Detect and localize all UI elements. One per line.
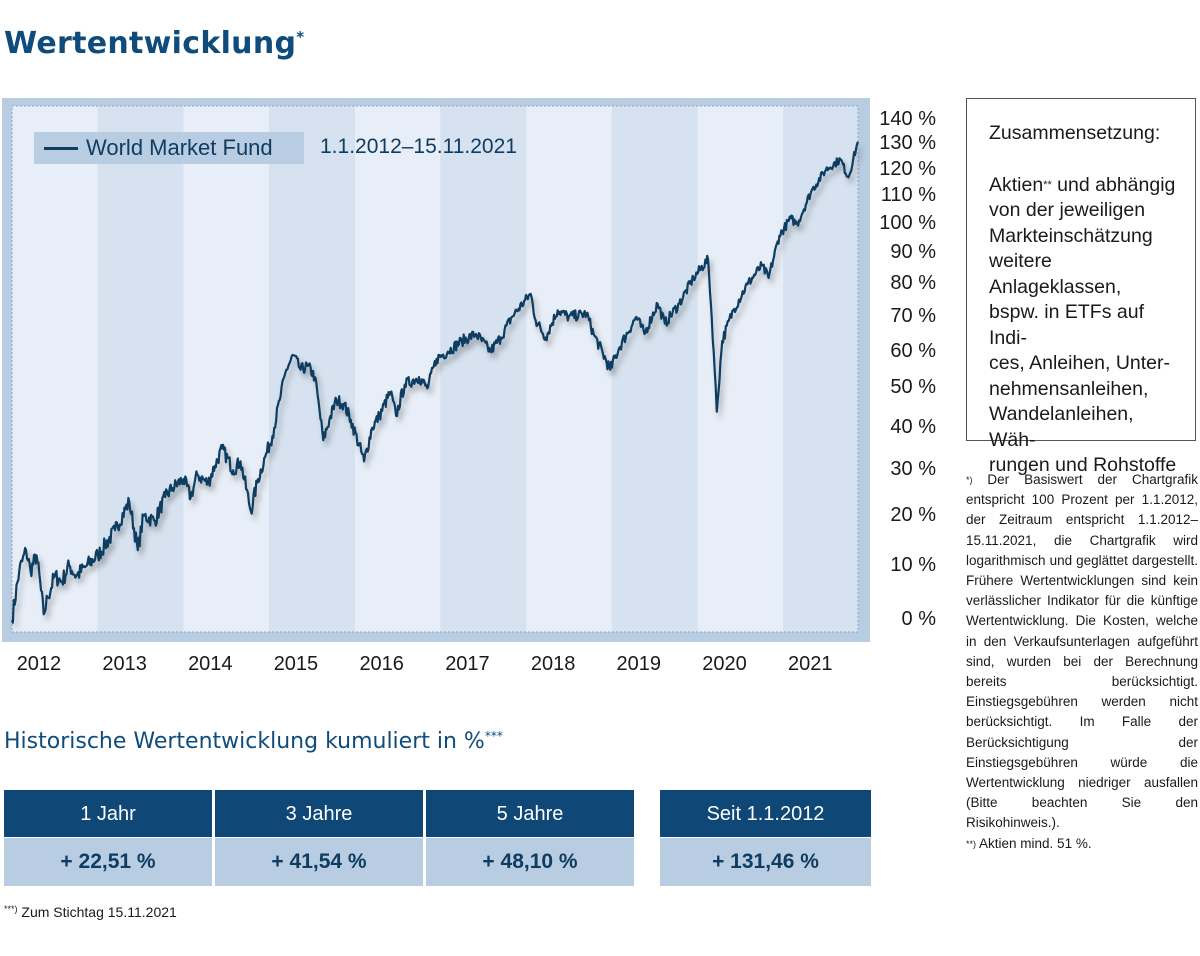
table-value-5-years: + 48,10 % [425,837,635,887]
composition-box: Zusammensetzung: Aktien** und abhängig vo… [966,98,1196,476]
page-title: Wertentwicklung* [4,26,304,61]
page-title-text: Wertentwicklung [4,26,297,61]
year-band-2012 [12,106,98,632]
year-band-2016 [354,106,441,632]
series-line-world-market-fund [10,141,860,624]
year-bands [12,106,858,632]
y-tick-label: 70 % [890,304,936,327]
footnote-2-text: Aktien mind. 51 %. [976,835,1092,851]
legend-label: World Market Fund [86,135,273,160]
y-tick-label: 50 % [890,376,936,399]
x-tick-label: 2014 [188,653,233,675]
x-tick-label: 2019 [616,653,661,675]
table-header-since-2012: Seit 1.1.2012 [659,789,872,839]
stichtag-mark: ***) [4,904,18,914]
y-tick-label: 40 % [890,415,936,438]
year-band-2013 [97,106,184,632]
table-header-3-years: 3 Jahre [214,789,424,839]
year-band-2021 [783,106,858,632]
footnote-1: *) Der Basiswert der Chartgrafik entspri… [966,470,1198,834]
year-band-2017 [440,106,527,632]
stichtag-note: ***) Zum Stichtag 15.11.2021 [4,904,177,920]
x-tick-label: 2020 [702,653,747,675]
composition-line: bspw. in ETFs auf Indi- [989,301,1144,349]
year-band-2014 [183,106,270,632]
y-tick-label: 0 % [901,608,936,630]
footnote-2: **) Aktien mind. 51 %. [966,834,1198,854]
footnote-1-text: Der Basiswert der Chartgrafik entspricht… [966,472,1198,831]
y-tick-label: 80 % [890,272,936,295]
x-tick-label: 2018 [530,653,576,675]
y-tick-label: 30 % [890,458,936,481]
y-tick-label: 110 % [880,184,936,207]
composition-line: Wandelanleihen, Wäh- [989,403,1134,451]
y-tick-label: 140 % [879,108,936,130]
historic-title: Historische Wertentwicklung kumuliert in… [4,729,503,754]
year-band-2019 [611,106,698,632]
table-value-since-2012: + 131,46 % [659,837,872,887]
composition-text: Aktien** und abhängig von der jeweiligen M… [989,173,1185,479]
y-tick-label: 20 % [890,503,936,526]
y-tick-label: 10 % [890,553,936,576]
y-tick-label: 100 % [879,212,936,235]
table-header-5-years: 5 Jahre [425,789,635,839]
table-value-3-years: + 41,54 % [214,837,424,887]
year-band-2015 [269,106,355,632]
historic-title-text: Historische Wertentwicklung kumuliert in… [4,729,485,754]
composition-line: ces, Anleihen, Unter- [989,352,1171,374]
year-band-2020 [697,106,784,632]
title-footnote-mark: * [296,28,305,46]
footnotes: *) Der Basiswert der Chartgrafik entspri… [966,470,1198,854]
composition-line: von der jeweiligen [989,199,1146,221]
x-tick-label: 2021 [787,653,833,675]
chart-frame [2,98,870,642]
x-tick-label: 2012 [16,653,62,675]
composition-line: nehmensanleihen, [989,377,1149,400]
year-band-2018 [526,106,612,632]
composition-line: weitere Anlageklassen, [989,250,1122,298]
y-tick-label: 60 % [890,339,936,362]
composition-line: Aktien** und abhängig [989,173,1176,196]
chart-legend: World Market Fund [34,132,304,164]
footnote-2-mark: **) [966,838,977,849]
x-tick-label: 2016 [359,653,404,675]
composition-line: Markteinschätzung [989,224,1153,247]
y-tick-label: 120 % [879,157,936,180]
x-tick-label: 2013 [102,653,147,675]
stichtag-text: Zum Stichtag 15.11.2021 [17,904,177,920]
historic-title-mark: *** [484,729,503,743]
composition-line: rungen und Rohstoffe [989,454,1177,476]
x-tick-label: 2017 [445,653,490,675]
y-tick-label: 90 % [890,241,936,264]
date-range-label: 1.1.2012–15.11.2021 [320,135,517,158]
table-header-1-year: 1 Jahr [3,789,213,839]
performance-chart [10,105,860,633]
y-tick-label: 130 % [879,132,936,155]
footnote-1-mark: *) [966,475,973,485]
legend-swatch [44,147,78,150]
composition-title: Zusammensetzung: [989,122,1161,144]
x-tick-label: 2015 [273,653,319,675]
table-value-1-year: + 22,51 % [3,837,213,887]
plot-area-border [11,105,859,633]
